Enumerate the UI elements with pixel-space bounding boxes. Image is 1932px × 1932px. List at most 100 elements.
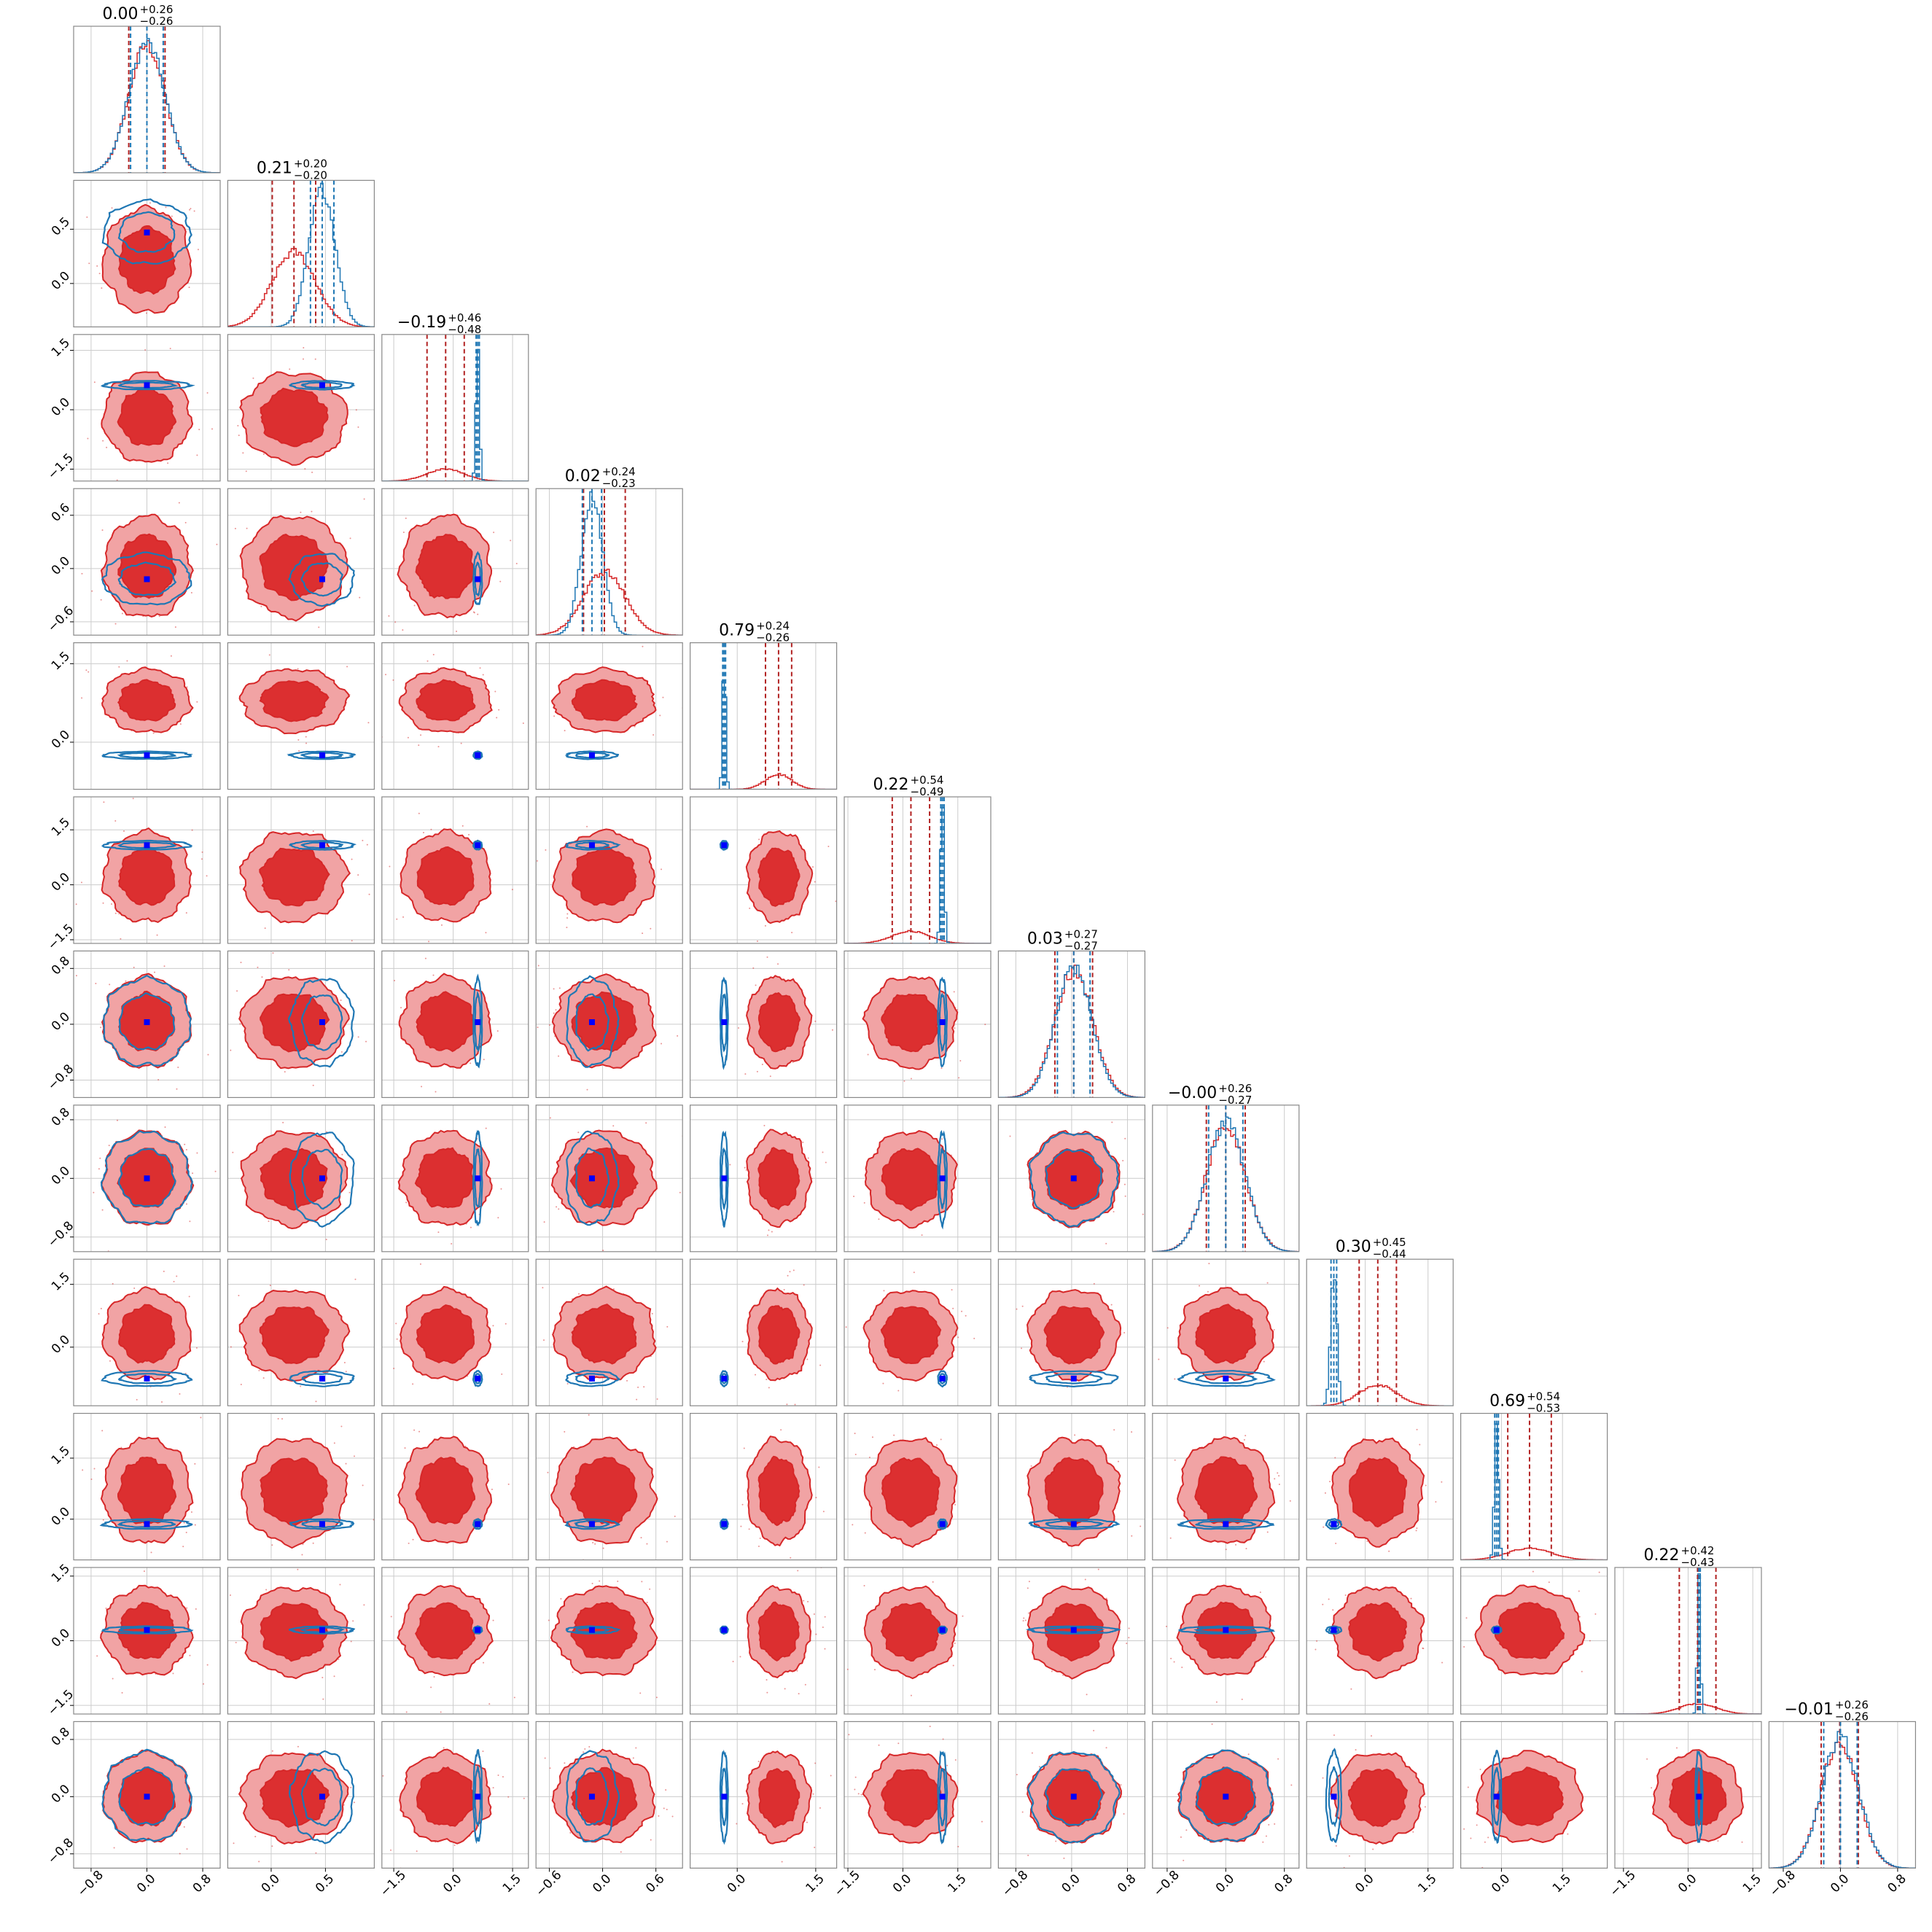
contour-b-outer: [472, 750, 483, 760]
sample-point: [655, 1697, 658, 1699]
truth-marker: [319, 1521, 325, 1527]
sample-point: [1484, 1841, 1486, 1843]
contour-b-inner: [300, 752, 344, 759]
sample-point: [1183, 1859, 1185, 1861]
sample-point: [196, 1152, 198, 1154]
sample-point: [763, 1124, 766, 1126]
sample-point: [493, 531, 495, 534]
contour-a-inner: [259, 847, 330, 907]
panel-content: [381, 334, 529, 481]
contour-b-outer: [937, 1129, 948, 1230]
sample-point: [460, 742, 462, 744]
sample-point: [1422, 1647, 1424, 1649]
contour-b-outer: [1325, 1748, 1343, 1843]
panel-frame: [381, 1721, 529, 1869]
sample-point: [642, 645, 644, 647]
contour-b-inner: [1045, 1148, 1102, 1210]
contour-b-inner: [1045, 1768, 1103, 1826]
contour-b-inner: [574, 752, 610, 759]
sample-point: [1181, 1666, 1183, 1668]
sample-point: [1435, 1501, 1437, 1503]
sample-point: [1215, 1701, 1218, 1703]
sample-point: [482, 1750, 484, 1753]
sample-point: [569, 1831, 572, 1834]
sample-point: [221, 1018, 222, 1020]
panel-content: [227, 1721, 375, 1869]
sample-point: [825, 1161, 827, 1164]
sample-point: [584, 1748, 586, 1750]
sample-point: [260, 605, 262, 607]
sample-point: [940, 1067, 943, 1070]
sample-point: [1245, 1548, 1247, 1550]
sample-point: [167, 462, 169, 464]
panel-content: [844, 1567, 991, 1714]
sample-point: [194, 1524, 196, 1526]
sample-point: [1416, 1428, 1418, 1430]
sample-point: [297, 668, 299, 670]
sample-point: [456, 630, 458, 632]
panel-content: [536, 642, 683, 790]
sample-point: [910, 1694, 912, 1697]
truth-marker: [475, 1019, 481, 1026]
sample-point: [853, 1195, 855, 1197]
panel-content: [690, 1259, 837, 1406]
sample-point: [362, 1836, 363, 1838]
sample-point: [492, 1325, 494, 1327]
panel-8-7: [1152, 1258, 1300, 1406]
sample-point: [883, 1290, 885, 1292]
x-tick-label: −1.5: [832, 1868, 863, 1899]
sample-point: [206, 875, 208, 877]
sample-point: [868, 1457, 870, 1459]
panel-10-5: [844, 1567, 992, 1715]
sample-point: [1128, 1627, 1130, 1629]
sample-point: [354, 1278, 357, 1280]
sample-point: [1332, 1609, 1334, 1611]
contour-a-inner: [569, 1147, 639, 1209]
sample-point: [758, 838, 760, 841]
x-tick-label: 1.5: [803, 1871, 827, 1896]
histogram-a: [844, 930, 991, 943]
sample-point: [102, 440, 104, 442]
contour-a-inner: [881, 1769, 942, 1828]
y-tick-label: 0.8: [49, 1105, 73, 1129]
sample-point: [196, 454, 198, 456]
sample-point: [311, 471, 313, 473]
sample-point: [284, 1071, 286, 1073]
sample-point: [303, 346, 305, 348]
sample-point: [482, 674, 484, 676]
sample-point: [1344, 1594, 1347, 1597]
contour-a-inner: [259, 534, 329, 601]
contour-b-outer: [472, 1749, 483, 1845]
sample-point: [262, 1377, 265, 1379]
contour-a-inner: [259, 1306, 330, 1365]
panel-frame: [73, 1412, 221, 1561]
title-median: 0.21: [257, 159, 292, 177]
sample-point: [663, 1807, 665, 1810]
sample-point: [1180, 1836, 1182, 1838]
sample-point: [642, 932, 644, 935]
truth-marker: [319, 1375, 325, 1382]
sample-point: [1646, 1758, 1648, 1760]
panel-11-3: −0.6 0.0 0.6: [533, 1721, 683, 1899]
diagonal-panel-3: 0.02 +0.24−0.23: [535, 465, 683, 636]
panel-content: [227, 642, 375, 790]
sample-point: [811, 866, 814, 868]
panel-content: [1615, 1721, 1761, 1869]
truth-marker: [721, 1175, 728, 1182]
sample-point: [265, 1589, 268, 1591]
sample-point: [98, 1313, 100, 1315]
panel-frame: [1460, 1567, 1608, 1715]
contour-a-inner: [757, 992, 801, 1053]
sample-point: [827, 1214, 829, 1215]
contour-a-inner: [117, 225, 176, 295]
panel-content: [998, 1413, 1145, 1560]
sample-point: [133, 1288, 136, 1290]
sample-point: [845, 1326, 847, 1328]
sample-point: [496, 1030, 499, 1032]
sample-point: [279, 1556, 281, 1557]
panel-frame: [1306, 1567, 1454, 1715]
sample-point: [289, 368, 291, 370]
sample-point: [815, 1497, 817, 1499]
sample-point: [1234, 1543, 1236, 1546]
sample-point: [744, 1073, 747, 1075]
